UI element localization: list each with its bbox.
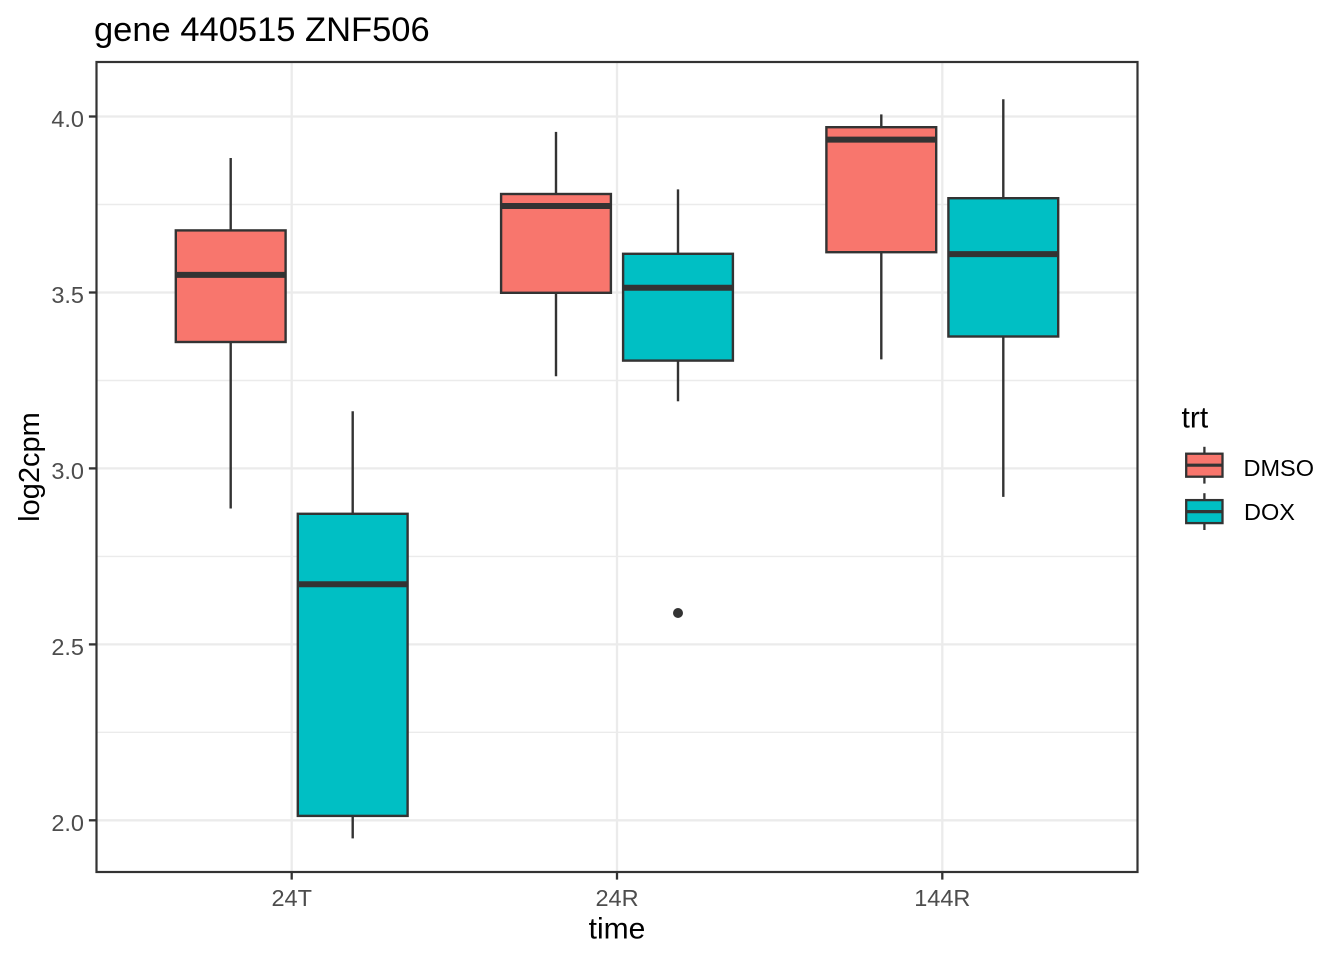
svg-text:144R: 144R <box>914 885 970 911</box>
svg-text:2.5: 2.5 <box>51 634 84 660</box>
svg-text:2.0: 2.0 <box>51 810 84 836</box>
svg-text:log2cpm: log2cpm <box>14 412 46 522</box>
svg-text:time: time <box>589 913 646 946</box>
svg-text:3.0: 3.0 <box>51 458 84 484</box>
svg-text:24R: 24R <box>595 885 638 911</box>
svg-text:3.5: 3.5 <box>51 282 84 308</box>
svg-text:4.0: 4.0 <box>51 106 84 132</box>
svg-text:DMSO: DMSO <box>1244 455 1315 481</box>
svg-text:DOX: DOX <box>1244 499 1295 525</box>
svg-text:gene 440515 ZNF506: gene 440515 ZNF506 <box>94 11 430 49</box>
svg-text:24T: 24T <box>271 885 312 911</box>
svg-text:trt: trt <box>1182 401 1209 434</box>
